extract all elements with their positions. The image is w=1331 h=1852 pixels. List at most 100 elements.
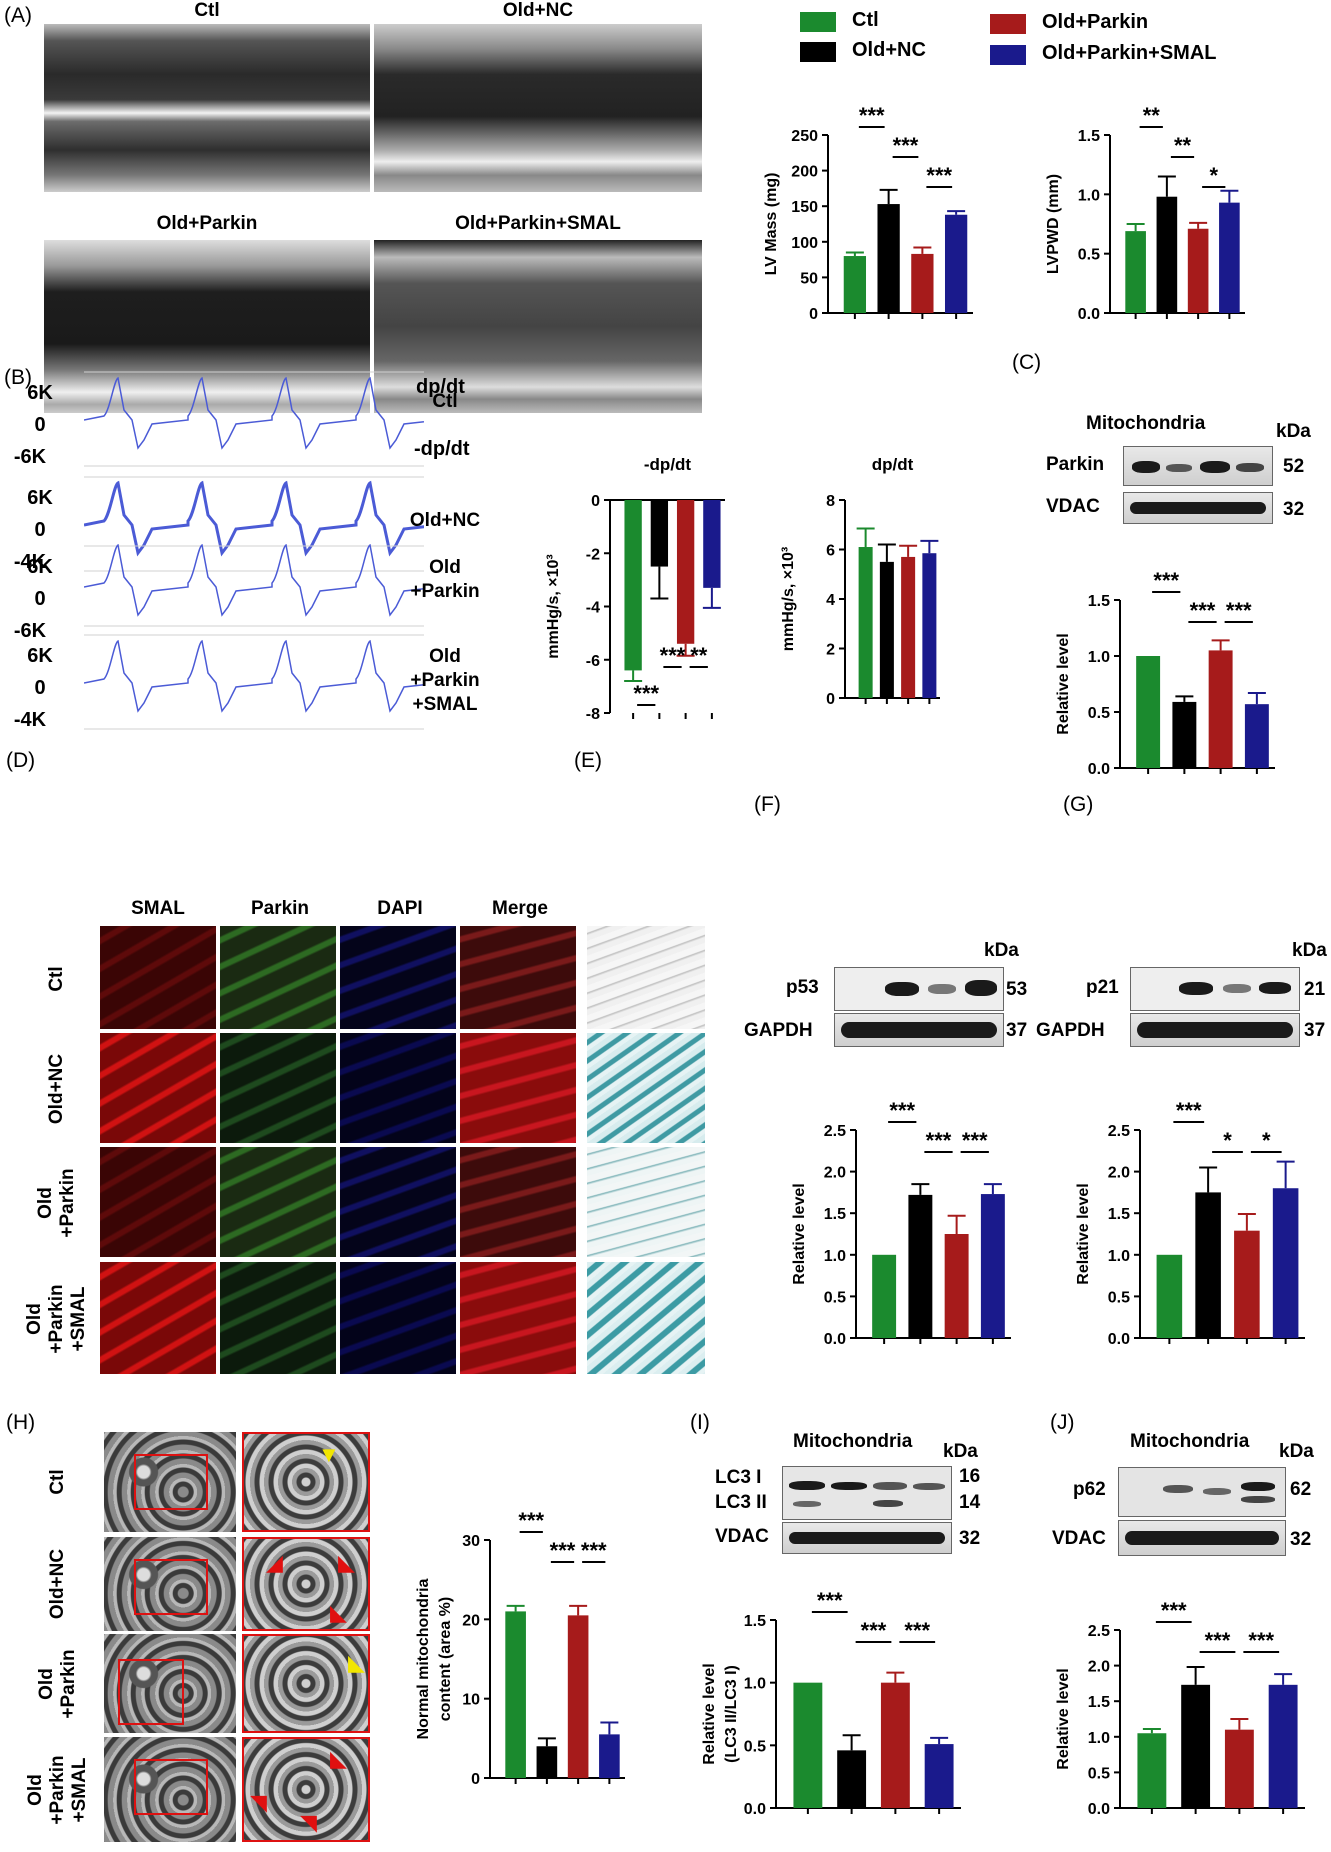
- y-tick-label: 250: [791, 128, 818, 145]
- y-tick-label: 4: [826, 592, 835, 609]
- tem-image-zoom: [242, 1537, 370, 1631]
- echo-image-ctl: [44, 24, 370, 192]
- wb-c-kda: kDa: [1276, 421, 1311, 442]
- panel-label-a: (A): [4, 4, 32, 27]
- pressure-trace: [84, 476, 424, 572]
- sig-label: ***: [893, 133, 919, 158]
- bar: [880, 1682, 910, 1808]
- y-axis-label: LVPWD (mm): [1045, 174, 1062, 274]
- y-tick-label: -6: [586, 653, 600, 670]
- arrowhead-icon: ◣: [348, 1650, 365, 1675]
- if-col-parkin: Parkin: [250, 898, 310, 919]
- chart-lc3-ratio: 0.0 0.5 1.0 1.5 Relative level (LC3 II/LC3 I)…: [701, 1588, 961, 1818]
- bar: [676, 500, 695, 644]
- histology-old-parkin-smal: [587, 1262, 705, 1374]
- sig-label: ***: [926, 163, 952, 188]
- tem-image-overview: [104, 1634, 236, 1733]
- wb-c-band-parkin: [1123, 446, 1273, 486]
- echo-title-old-parkin-smal: Old+Parkin+SMAL: [455, 213, 621, 234]
- wb-g-band-p21-label: p21: [1086, 977, 1119, 998]
- if-row-label: Old+NC: [46, 1053, 67, 1125]
- legend-label-old-parkin: Old+Parkin: [1042, 11, 1149, 33]
- y-tick-label: 50: [800, 270, 818, 287]
- wb-f-band-gapdh-label: GAPDH: [744, 1020, 813, 1041]
- if-row-label: Old +Parkin +SMAL: [24, 1284, 89, 1354]
- trace-y-top: 6K: [27, 645, 53, 667]
- sig-label: ***: [1190, 598, 1216, 623]
- wb-i-header: Mitochondria: [793, 1431, 913, 1452]
- bar: [1136, 656, 1161, 768]
- sig-label: *: [1262, 1128, 1271, 1153]
- y-tick-label: 2.0: [1108, 1165, 1130, 1182]
- trace-line: [84, 544, 424, 617]
- wb-g-band-gapdh: [1130, 1013, 1300, 1047]
- tem-row-label: Old+NC: [47, 1548, 68, 1620]
- trace-line: [84, 376, 424, 450]
- arrowhead-icon: ◥: [250, 1790, 267, 1815]
- chart-title: dp/dt: [872, 455, 914, 474]
- if-image-tile: [460, 926, 576, 1029]
- trace-group-label: Ctl: [432, 391, 458, 412]
- bar: [837, 1750, 867, 1808]
- bar: [1272, 1188, 1299, 1338]
- bar: [879, 561, 894, 698]
- chart-parkin-level: 0.0 0.5 1.0 1.5 Relative level *** *** ***: [1055, 568, 1275, 778]
- wb-i-kda: kDa: [943, 1441, 978, 1462]
- tem-image-overview: [104, 1432, 236, 1532]
- tem-row-label: Old +Parkin +SMAL: [25, 1754, 90, 1825]
- y-tick-label: -8: [586, 706, 600, 723]
- y-tick-label: 150: [791, 199, 818, 216]
- trace-y-zero: 0: [34, 414, 46, 436]
- sig-label: ***: [962, 1128, 988, 1153]
- tem-zoom-box: [134, 1454, 208, 1510]
- bar: [911, 253, 934, 313]
- arrowhead-icon: ◥: [300, 1810, 317, 1835]
- y-axis-label: Relative level: [1055, 1668, 1072, 1769]
- if-image-tile: [460, 1147, 576, 1257]
- tem-image-overview: [104, 1737, 236, 1842]
- y-tick-label: 30: [462, 1533, 480, 1550]
- y-tick-label: -2: [586, 546, 600, 563]
- chart-dpdt: dp/dt 0 2 4 6 8 mmHg/s, ×10³: [780, 455, 940, 708]
- if-image-tile: [460, 1033, 576, 1143]
- histology-ctl: [587, 926, 705, 1029]
- bar: [1187, 228, 1209, 313]
- panel-label-h: (H): [6, 1411, 36, 1434]
- y-tick-label: 1.0: [1088, 649, 1110, 666]
- y-tick-label: 0.0: [1078, 306, 1100, 323]
- arrowhead-icon: ▼: [318, 1442, 340, 1467]
- sig-label: ***: [904, 1618, 930, 1643]
- trace-y-top: 6K: [27, 382, 53, 404]
- bar: [1219, 202, 1240, 313]
- wb-c-band-parkin-kda: 52: [1283, 456, 1305, 477]
- bar: [877, 204, 900, 313]
- trace-y-zero: 0: [34, 519, 46, 541]
- y-tick-label: 0.0: [1088, 1801, 1110, 1818]
- panel-label-c: (C): [1012, 351, 1042, 374]
- bar: [703, 500, 721, 588]
- y-tick-label: 0: [826, 691, 835, 708]
- trace-dpdt-label: dp/dt: [416, 376, 465, 398]
- bar: [650, 500, 669, 567]
- sig-label: ***: [1226, 598, 1252, 623]
- tem-row-label: Old +Parkin: [36, 1648, 79, 1719]
- y-tick-label: 8: [826, 493, 835, 510]
- trace-y-bottom: -4K: [13, 551, 47, 573]
- sig-label: ***: [550, 1538, 576, 1563]
- trace-line: [84, 639, 424, 713]
- wb-c-band-vdac-kda: 32: [1283, 499, 1305, 520]
- trace-group-label: Old +Parkin +SMAL: [410, 646, 480, 715]
- sig-label: ***: [889, 1098, 915, 1123]
- wb-g-kda: kDa: [1292, 940, 1327, 961]
- arrowhead-icon: ◣: [338, 1550, 355, 1575]
- sig-label: **: [1174, 133, 1192, 158]
- y-tick-label: 1.5: [1078, 128, 1100, 145]
- panel-label-d: (D): [6, 749, 36, 772]
- bar: [980, 1194, 1005, 1338]
- y-tick-label: 1.0: [744, 1676, 766, 1693]
- y-tick-label: -4: [586, 600, 600, 617]
- y-tick-label: 1.0: [824, 1248, 846, 1265]
- y-axis-label: Relative level: [701, 1663, 718, 1764]
- chart-lv-mass: 0 50 100 150 200 250 LV Mass (mg) *** *** ***: [763, 103, 973, 323]
